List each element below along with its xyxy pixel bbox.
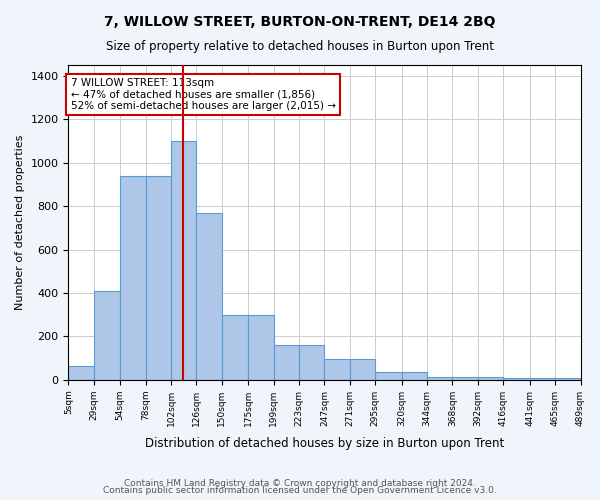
Text: Contains HM Land Registry data © Crown copyright and database right 2024.: Contains HM Land Registry data © Crown c… — [124, 478, 476, 488]
Bar — [120, 176, 146, 380]
Bar — [325, 359, 350, 380]
Bar — [146, 176, 171, 380]
Bar — [478, 376, 503, 380]
Bar — [503, 378, 530, 380]
Bar — [375, 372, 401, 380]
Bar — [401, 372, 427, 380]
Text: 7, WILLOW STREET, BURTON-ON-TRENT, DE14 2BQ: 7, WILLOW STREET, BURTON-ON-TRENT, DE14 … — [104, 15, 496, 29]
Y-axis label: Number of detached properties: Number of detached properties — [15, 134, 25, 310]
Bar — [68, 366, 94, 380]
Bar — [196, 212, 222, 380]
Bar — [350, 359, 375, 380]
Bar — [171, 141, 196, 380]
Bar — [248, 314, 274, 380]
Bar — [555, 378, 581, 380]
X-axis label: Distribution of detached houses by size in Burton upon Trent: Distribution of detached houses by size … — [145, 437, 504, 450]
Bar — [427, 376, 452, 380]
Text: 7 WILLOW STREET: 113sqm
← 47% of detached houses are smaller (1,856)
52% of semi: 7 WILLOW STREET: 113sqm ← 47% of detache… — [71, 78, 335, 111]
Bar — [530, 378, 555, 380]
Bar — [452, 376, 478, 380]
Bar — [274, 345, 299, 380]
Text: Size of property relative to detached houses in Burton upon Trent: Size of property relative to detached ho… — [106, 40, 494, 53]
Text: Contains public sector information licensed under the Open Government Licence v3: Contains public sector information licen… — [103, 486, 497, 495]
Bar — [299, 345, 325, 380]
Bar — [222, 314, 248, 380]
Bar — [94, 291, 120, 380]
